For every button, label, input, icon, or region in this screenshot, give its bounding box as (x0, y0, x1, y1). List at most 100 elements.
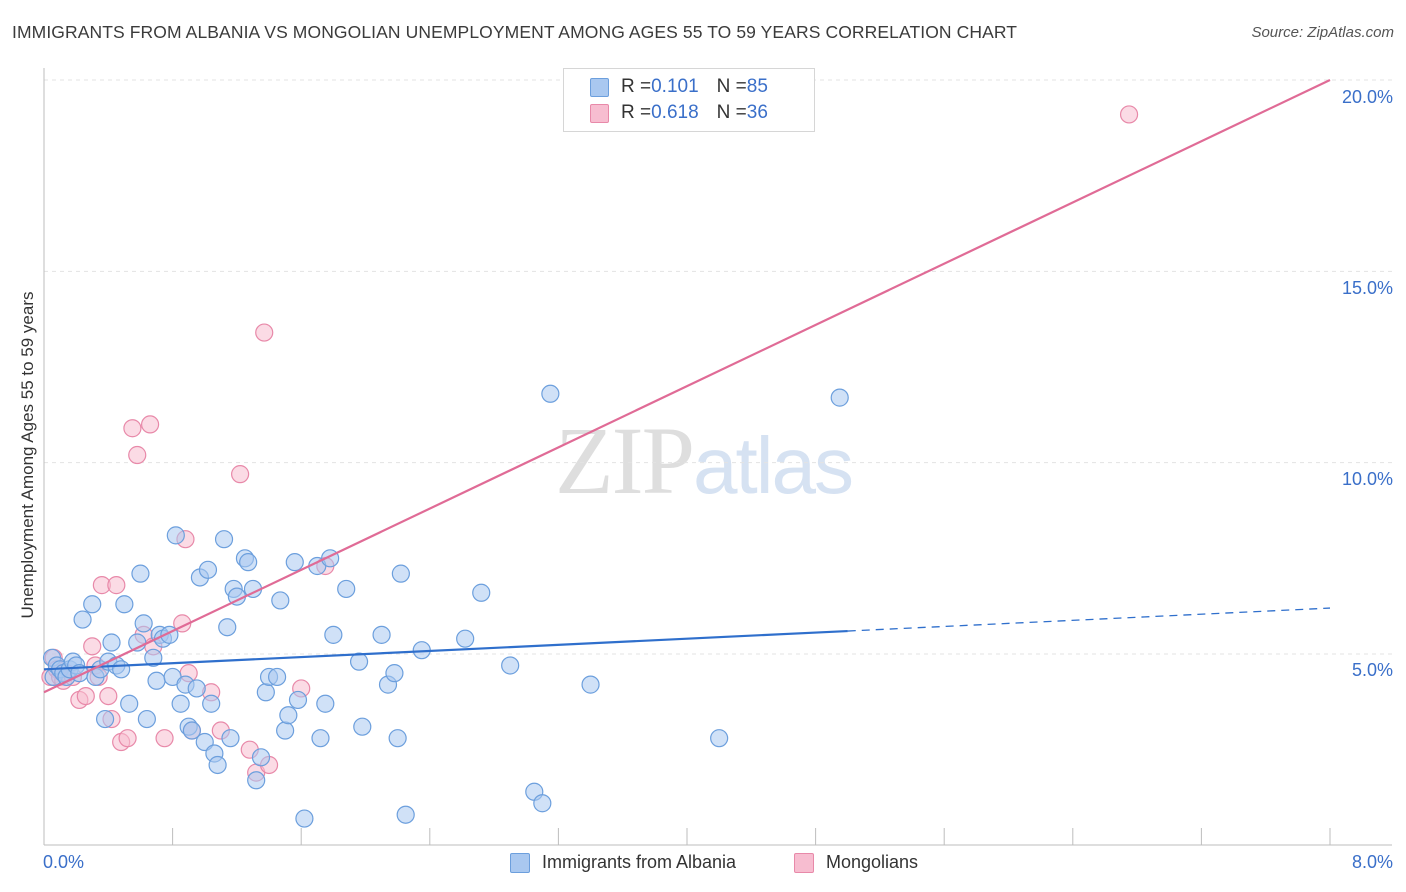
mongolians-r-value: 0.618 (651, 102, 699, 123)
albania-point-74 (391, 564, 410, 583)
albania-point-18 (112, 660, 131, 679)
albania-r-value: 0.101 (651, 76, 699, 97)
albania-point-77 (456, 629, 475, 648)
source-label: Source: ZipAtlas.com (1251, 24, 1394, 41)
albania-point-53 (256, 683, 275, 702)
albania-point-85 (830, 388, 849, 407)
albania-point-83 (581, 675, 600, 694)
bottom-mongolians-swatch (794, 852, 814, 873)
albania-point-16 (102, 633, 121, 652)
mongolians-r-label: R = (621, 102, 652, 123)
watermark: ZIPatlas (555, 405, 854, 516)
x-tick-min: 0.0% (43, 852, 85, 872)
bottom-mongolians-label: Mongolians (826, 852, 919, 872)
albania-point-11 (83, 595, 102, 614)
y-tick-15: 15.0% (1341, 278, 1393, 298)
albania-point-59 (285, 553, 304, 572)
albania-point-10 (73, 610, 92, 629)
albania-point-39 (198, 560, 218, 579)
albania-trend-line (43, 629, 848, 671)
albania-point-73 (388, 729, 407, 748)
albania-point-70 (372, 625, 391, 644)
mongolians-swatch (590, 103, 609, 123)
point-layer (41, 105, 1139, 828)
albania-point-49 (239, 553, 258, 572)
mongolians-point-13 (99, 686, 118, 706)
albania-point-75 (396, 805, 415, 824)
mongolians-point-23 (155, 729, 174, 748)
mongolians-point-18 (123, 419, 142, 438)
albania-point-58 (279, 706, 298, 725)
albania-point-60 (288, 690, 308, 710)
mongolians-point-17 (118, 729, 137, 748)
y-tick-20: 20.0% (1341, 87, 1393, 107)
albania-point-81 (533, 794, 552, 813)
albania-point-45 (221, 729, 240, 748)
mongolians-trend-line (43, 79, 1331, 694)
albania-point-63 (311, 729, 330, 748)
mongolians-point-8 (76, 686, 95, 706)
albania-point-79 (501, 656, 520, 675)
albania-point-25 (144, 648, 163, 667)
albania-r-label: R = (621, 76, 652, 97)
mongolians-point-37 (1119, 105, 1139, 124)
mongolians-n-label: N = (716, 102, 747, 123)
albania-swatch (590, 77, 609, 97)
mongolians-point-9 (83, 637, 102, 656)
albania-trend-extension (847, 607, 1331, 632)
trend-layer (43, 79, 1331, 694)
albania-point-66 (324, 625, 343, 644)
albania-point-19 (115, 595, 134, 614)
axis-layer (43, 68, 1392, 846)
legend-row-albania: R = 0.101 N = 85 (590, 74, 768, 100)
albania-point-61 (295, 809, 314, 828)
watermark-zip: ZIP (555, 407, 695, 514)
mongolians-point-15 (107, 576, 126, 595)
albania-point-42 (208, 755, 227, 775)
chart-title: IMMIGRANTS FROM ALBANIA VS MONGOLIAN UNE… (12, 22, 1018, 42)
bottom-legend-mongolians: Mongolians (794, 852, 918, 873)
bottom-legend-albania: Immigrants from Albania (510, 852, 736, 873)
albania-point-68 (349, 652, 369, 671)
y-tick-5: 5.0% (1351, 660, 1393, 680)
mongolians-point-30 (231, 465, 250, 484)
albania-point-67 (337, 579, 356, 599)
mongolians-point-19 (128, 445, 147, 465)
albania-point-43 (214, 530, 234, 549)
albania-point-31 (166, 526, 185, 545)
correlation-legend: R = 0.101 N = 85 R = 0.618 N = 36 (563, 68, 815, 132)
albania-point-23 (134, 614, 153, 633)
albania-point-40 (202, 694, 221, 713)
albania-point-36 (187, 679, 206, 698)
albania-point-64 (316, 694, 335, 713)
albania-n-value: 85 (746, 76, 768, 97)
legend-row-mongolians: R = 0.618 N = 36 (590, 100, 768, 126)
y-axis-label: Unemployment Among Ages 55 to 59 years (18, 291, 37, 619)
bottom-albania-swatch (510, 852, 530, 873)
albania-point-22 (131, 564, 150, 583)
albania-point-57 (276, 721, 295, 740)
albania-point-44 (218, 618, 237, 637)
watermark-atlas: atlas (693, 421, 854, 510)
albania-point-35 (182, 721, 201, 740)
albania-point-14 (95, 709, 115, 729)
albania-point-52 (251, 748, 271, 767)
mongolians-n-value: 36 (746, 102, 768, 123)
albania-point-55 (267, 667, 287, 687)
albania-point-24 (137, 709, 156, 729)
bottom-albania-label: Immigrants from Albania (542, 852, 737, 872)
albania-point-51 (247, 771, 266, 790)
albania-point-69 (353, 717, 372, 736)
albania-point-72 (385, 664, 404, 683)
albania-n-label: N = (716, 76, 747, 97)
albania-point-20 (120, 694, 139, 713)
y-tick-10: 10.0% (1341, 469, 1393, 489)
albania-point-84 (710, 729, 729, 748)
albania-point-26 (147, 671, 166, 690)
albania-point-32 (171, 694, 190, 713)
mongolians-point-34 (255, 323, 274, 342)
albania-point-78 (472, 583, 491, 602)
x-tick-max: 8.0% (1351, 852, 1393, 872)
mongolians-point-21 (140, 415, 160, 434)
